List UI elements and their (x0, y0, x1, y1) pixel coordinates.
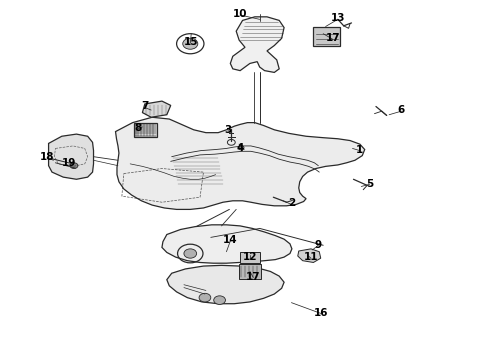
Bar (314, 27, 340, 46)
Text: 19: 19 (62, 158, 76, 168)
Polygon shape (116, 117, 365, 210)
Bar (239, 264, 261, 279)
Text: 10: 10 (233, 9, 247, 19)
Circle shape (214, 296, 225, 305)
Text: 8: 8 (134, 123, 141, 133)
Text: 5: 5 (366, 179, 373, 189)
Text: 12: 12 (243, 252, 257, 262)
Bar (240, 252, 260, 263)
Circle shape (238, 145, 244, 150)
Text: 4: 4 (237, 143, 244, 153)
Circle shape (199, 293, 211, 302)
Text: 14: 14 (223, 235, 238, 245)
Circle shape (184, 249, 196, 258)
Bar (134, 123, 157, 137)
Text: 17: 17 (246, 272, 261, 282)
Polygon shape (298, 249, 321, 262)
Circle shape (70, 163, 78, 168)
Text: 2: 2 (288, 198, 295, 208)
Text: 17: 17 (326, 33, 340, 43)
Text: 18: 18 (40, 152, 54, 162)
Text: 1: 1 (356, 144, 364, 154)
Text: 3: 3 (224, 125, 231, 135)
Circle shape (183, 38, 198, 49)
Polygon shape (167, 265, 284, 304)
Polygon shape (143, 101, 171, 117)
Polygon shape (49, 134, 94, 179)
Text: 9: 9 (315, 239, 322, 249)
Text: 15: 15 (184, 37, 198, 47)
Text: 13: 13 (331, 13, 345, 23)
Text: 16: 16 (314, 308, 328, 318)
Polygon shape (230, 17, 284, 72)
Text: 6: 6 (398, 105, 405, 115)
Text: 7: 7 (141, 102, 148, 112)
Text: 11: 11 (304, 252, 318, 262)
Polygon shape (162, 225, 292, 263)
